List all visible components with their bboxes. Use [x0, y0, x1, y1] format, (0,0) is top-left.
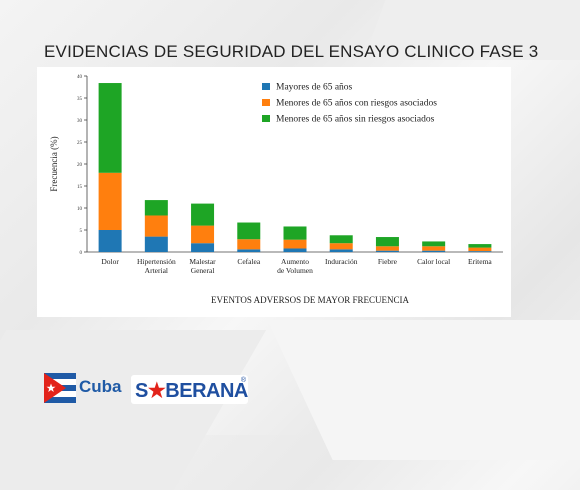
bar-segment — [144, 215, 168, 237]
x-tick-label: Induración — [325, 257, 358, 266]
bar-segment — [283, 226, 307, 240]
y-axis-label: Frecuencia (%) — [49, 136, 59, 191]
x-axis-label: EVENTOS ADVERSOS DE MAYOR FRECUENCIA — [211, 295, 410, 305]
soberana-logo-rest: BERANA — [165, 380, 248, 402]
bar-segment — [468, 247, 492, 252]
y-tick-label: 0 — [80, 251, 83, 256]
legend-label: Menores de 65 años sin riesgos asociados — [276, 115, 435, 125]
legend-label: Mayores de 65 años — [276, 83, 353, 93]
bar-segment — [144, 236, 168, 252]
bar-segment — [191, 243, 215, 252]
x-tick-label: Dolor — [101, 257, 119, 266]
star-icon: ★ — [147, 380, 166, 402]
bar-segment — [237, 239, 261, 250]
bar-segment — [375, 246, 399, 251]
x-tick-label: de Volumen — [277, 266, 313, 275]
y-tick-label: 5 — [80, 229, 83, 234]
x-tick-label: Calor local — [417, 257, 450, 266]
bar-segment — [422, 246, 446, 251]
soberana-logo: S★BERANA ® — [131, 375, 248, 404]
y-tick-label: 35 — [77, 97, 83, 102]
y-tick-label: 30 — [77, 119, 83, 124]
bar-segment — [144, 200, 168, 216]
bar-segment — [329, 243, 353, 250]
cuba-logo: Cuba — [44, 373, 124, 403]
x-tick-label: Arterial — [145, 266, 168, 275]
x-tick-label: Aumento — [281, 257, 309, 266]
legend-swatch — [262, 99, 270, 106]
bar-segment — [237, 222, 261, 240]
bar-segment — [283, 248, 307, 252]
soberana-logo-text: S★BERANA — [135, 378, 248, 403]
bar-segment — [329, 249, 353, 252]
registered-mark: ® — [240, 377, 246, 384]
legend-swatch — [262, 83, 270, 90]
chart-panel: 0 5 10 15 20 25 30 35 40 Frecuencia (%) Dolor Hiper… — [37, 67, 511, 317]
bar-segment — [191, 203, 215, 226]
bar-segment — [191, 225, 215, 244]
bar-segment — [468, 244, 492, 248]
legend-swatch — [262, 115, 270, 122]
x-tick-label: General — [191, 266, 215, 275]
bar-segment — [329, 235, 353, 244]
stacked-bar-chart: 0 5 10 15 20 25 30 35 40 Frecuencia (%) Dolor Hiper… — [49, 75, 503, 305]
bar-segment — [98, 172, 122, 230]
bar-segment — [98, 230, 122, 252]
soberana-logo-s: S — [135, 380, 148, 402]
y-tick-label: 25 — [77, 141, 83, 146]
y-tick-label: 10 — [77, 207, 83, 212]
cuba-logo-text: Cuba — [79, 377, 122, 396]
bar-segment — [375, 250, 399, 252]
cuba-flag-icon — [44, 373, 76, 403]
legend-label: Menores de 65 años con riesgos asociados — [276, 99, 437, 109]
bar-segment — [237, 249, 261, 252]
background-facet — [267, 320, 580, 460]
x-tick-label: Hipertensión — [137, 257, 176, 266]
bar-segment — [283, 239, 307, 249]
x-tick-label: Cefalea — [237, 257, 261, 266]
bar-segment — [422, 250, 446, 252]
y-tick-label: 15 — [77, 185, 83, 190]
y-tick-label: 40 — [77, 75, 83, 80]
x-tick-label: Eritema — [468, 257, 492, 266]
bar-segment — [98, 83, 122, 173]
x-tick-label: Fiebre — [378, 257, 398, 266]
background-facet — [0, 330, 267, 490]
slide-title: EVIDENCIAS DE SEGURIDAD DEL ENSAYO CLINI… — [44, 42, 539, 61]
bar-segment — [422, 241, 446, 247]
bar-segment — [468, 251, 492, 252]
x-tick-label: Malestar — [189, 257, 216, 266]
y-tick-label: 20 — [77, 163, 83, 168]
bar-segment — [375, 237, 399, 247]
